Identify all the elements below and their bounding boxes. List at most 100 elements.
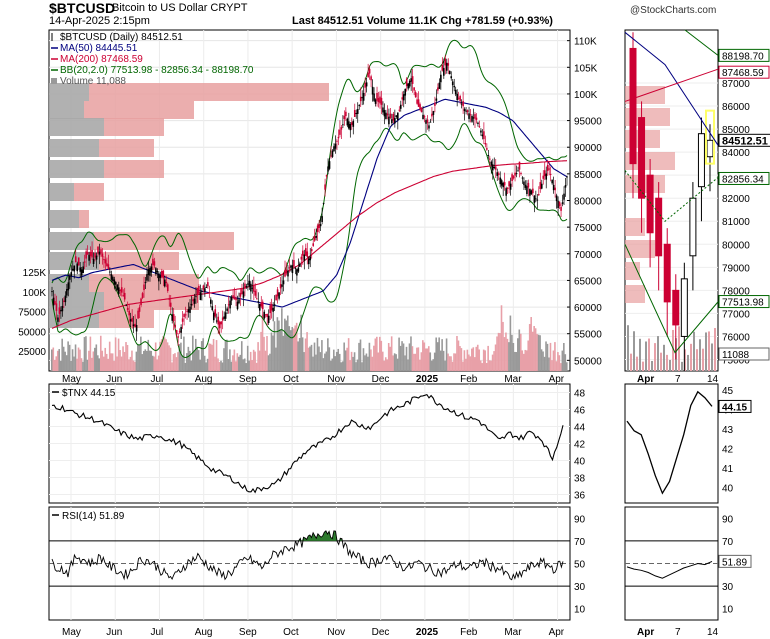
volume-bar [322, 358, 325, 371]
rsi-overbought-fill [295, 530, 342, 541]
volume-bar [387, 343, 390, 371]
volume-bar [557, 352, 559, 371]
candle-body [202, 285, 205, 290]
price-tick-label: 110K [574, 37, 597, 48]
vbp-bar-gray [49, 118, 104, 136]
candle-body [282, 280, 285, 285]
zoom-volume-bar [630, 353, 632, 371]
price-tick-label: 95000 [574, 117, 602, 128]
volume-bar [70, 360, 72, 371]
volume-bar [334, 356, 337, 371]
volume-bar [245, 363, 248, 371]
tnx-last-box [718, 399, 752, 413]
volume-bar [469, 356, 472, 371]
candle-body [348, 121, 350, 129]
candle-body [192, 299, 194, 302]
volume-bar [199, 359, 202, 371]
volume-bar [193, 350, 196, 371]
zoom-price-tick-label: 86000 [722, 102, 750, 113]
volume-bar [184, 362, 187, 371]
volume-bar [76, 358, 78, 371]
candle-body [275, 294, 277, 301]
candle-body [303, 254, 306, 261]
volume-bar [126, 344, 129, 371]
candle-body [349, 123, 352, 131]
candle-body [57, 317, 59, 322]
price-tick-label: 50000 [574, 356, 602, 367]
panel-frame [624, 383, 719, 504]
candle-body [380, 97, 383, 105]
volume-bar [515, 352, 518, 371]
volume-bar [252, 349, 255, 371]
volume-bar [337, 348, 340, 371]
volume-bar [82, 361, 84, 371]
vbp-bar-gray [49, 101, 84, 119]
volume-bar [264, 350, 267, 371]
rsi-zoom-tick-label: 90 [722, 514, 734, 525]
zoom-ma50-line [624, 31, 719, 146]
volume-bar [396, 358, 399, 371]
volume-bar [502, 321, 504, 371]
volume-bar [217, 358, 219, 371]
vbp-bar-gray [49, 160, 104, 178]
rsi-last-box [718, 554, 752, 568]
volume-bar [260, 331, 262, 371]
axis-value-box [718, 295, 770, 309]
candle-body [388, 116, 390, 125]
candle-body [316, 225, 319, 232]
volume-bar [482, 349, 485, 371]
volume-bar [430, 360, 433, 371]
candle-body [250, 283, 252, 292]
candle-body [362, 92, 365, 101]
volume-bar [561, 350, 564, 371]
zoom-price-tick-label: 85000 [722, 125, 750, 136]
candle-body [143, 284, 145, 291]
volume-bar [373, 345, 375, 371]
candle-body [469, 114, 472, 116]
candle-body [358, 105, 361, 107]
axis-value-box [718, 171, 770, 185]
candle-body [538, 194, 540, 196]
volume-bar [239, 354, 242, 371]
axis-value-label: 87468.59 [722, 68, 764, 79]
axis-value-box [718, 65, 770, 79]
volume-bar [122, 346, 124, 371]
volume-bar [330, 360, 332, 371]
price-month-label: May [62, 374, 81, 385]
candle-body [475, 117, 478, 120]
volume-bar [297, 341, 299, 371]
candle-body [484, 143, 487, 145]
candle-body [63, 300, 65, 303]
rsi-zoom-tick-label: 70 [722, 537, 734, 548]
volume-bar [74, 344, 77, 371]
volume-bar [411, 346, 414, 371]
volume-bar [53, 359, 56, 371]
vbp-bar-gray [49, 292, 104, 310]
volume-bar [202, 338, 204, 371]
candle-body [398, 109, 401, 111]
vbp-bar-red [79, 210, 89, 228]
volume-bar [429, 352, 432, 371]
candle-body [69, 275, 71, 280]
bottom-month-label: Dec [372, 627, 390, 638]
bottom-month-label: 2025 [416, 627, 439, 638]
volume-bar [251, 360, 253, 371]
candle-body [269, 305, 271, 314]
volume-bar [97, 355, 99, 371]
volume-bar [120, 356, 123, 371]
candle-body [302, 250, 304, 256]
volume-bar [380, 340, 383, 371]
price-month-label: Sep [239, 374, 257, 385]
candle-body [189, 306, 191, 313]
candle-body [508, 181, 510, 187]
zoom-price-tick-label: 77000 [722, 309, 750, 320]
volume-bar [534, 328, 537, 371]
vbp-bar-red [74, 183, 104, 201]
volume-bar [159, 341, 161, 371]
volume-bar [270, 332, 273, 371]
candle-body [74, 256, 77, 263]
candle-body [195, 296, 197, 298]
tnx-zoom-tick-label: 43 [722, 425, 734, 436]
candle-body [383, 110, 386, 117]
volume-bar [98, 358, 101, 371]
